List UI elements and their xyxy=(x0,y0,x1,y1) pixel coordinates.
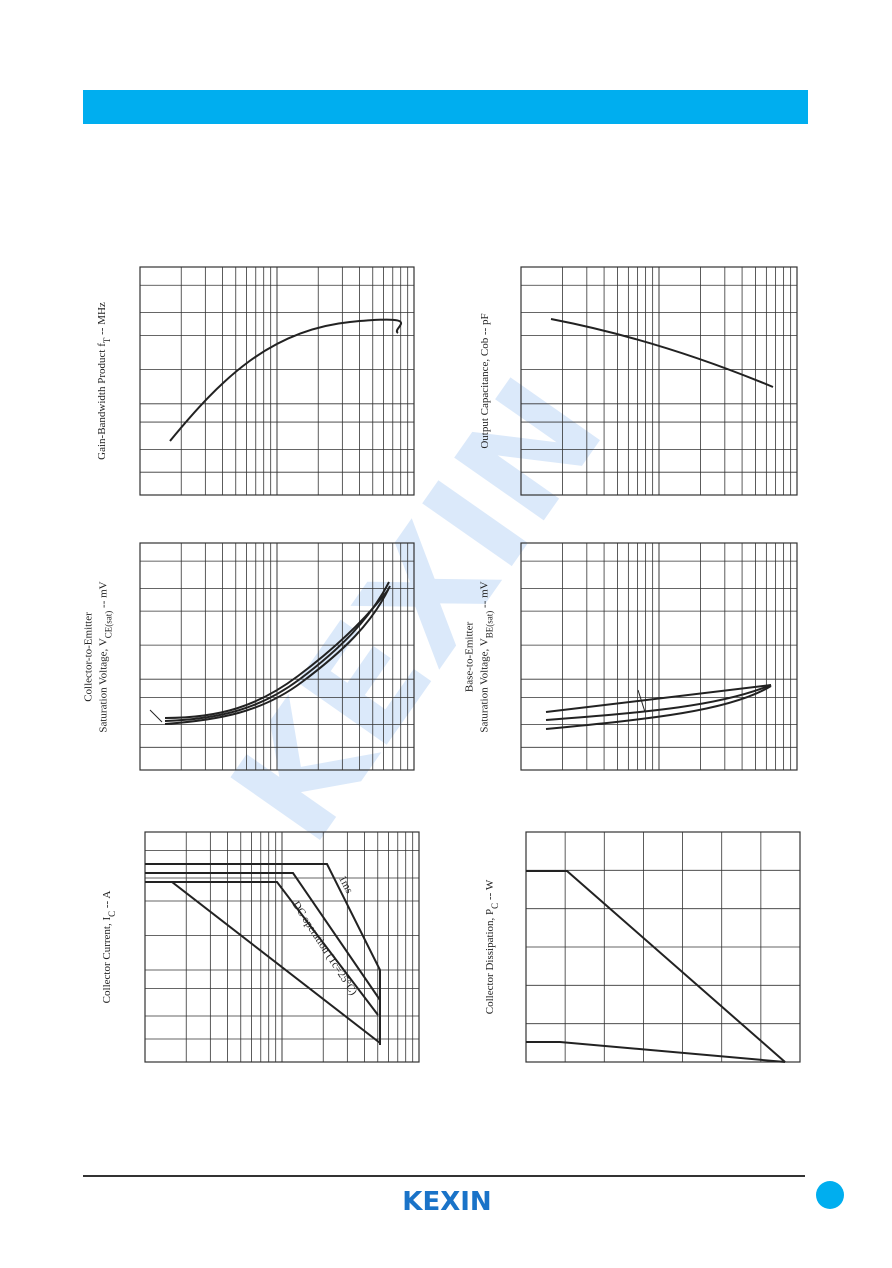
label-text: Collector Dissipation, P xyxy=(484,909,496,1014)
label-text: Output Capacitance, Cob -- pF xyxy=(479,313,491,448)
y-axis-label: Base-to-Emitter xyxy=(464,622,476,693)
y-axis-label: Output Capacitance, Cob -- pF xyxy=(479,313,491,448)
y-axis-label: Gain-Bandwidth Product fT -- MHz xyxy=(96,302,112,460)
grids xyxy=(139,266,801,1063)
curves xyxy=(145,318,786,1063)
y-axis-label: Collector-to-Emitter xyxy=(83,612,95,702)
annotation: 1ms xyxy=(336,874,355,896)
label-tail: -- mV xyxy=(98,581,110,610)
label-sub: C xyxy=(490,903,500,909)
header-bar xyxy=(83,90,808,124)
curve xyxy=(526,870,786,1063)
curve xyxy=(145,872,381,1001)
label-text: Saturation Voltage, V xyxy=(98,638,110,732)
annotation: DC operation (Tc=25°C) xyxy=(290,899,360,998)
arrow xyxy=(637,689,646,713)
curve xyxy=(526,1041,786,1063)
label-text: Collector Current, I xyxy=(101,917,113,1004)
curve xyxy=(164,589,389,719)
label-tail: -- A xyxy=(101,891,113,911)
curve xyxy=(545,685,772,730)
page-badge xyxy=(816,1181,844,1209)
curve xyxy=(171,881,381,1044)
y-axis-label: Collector Dissipation, PC -- W xyxy=(484,879,500,1014)
curve xyxy=(169,318,402,442)
label-tail: -- W xyxy=(484,879,496,903)
label-sub: CE(sat) xyxy=(104,611,114,639)
curve xyxy=(164,585,391,725)
curve xyxy=(145,863,381,1045)
label-tail: -- mV xyxy=(479,581,491,610)
label-sub: T xyxy=(102,337,112,343)
label-text: Collector-to-Emitter xyxy=(83,612,95,702)
footer-logo: KEXIN xyxy=(402,1187,491,1217)
label-text: Saturation Voltage, V xyxy=(479,638,491,732)
label-sub: BE(sat) xyxy=(485,611,495,639)
y-axis-label: Saturation Voltage, VBE(sat) -- mV xyxy=(479,581,495,732)
label-text: Base-to-Emitter xyxy=(464,622,476,693)
curve xyxy=(545,684,772,721)
y-axis-label: Saturation Voltage, VCE(sat) -- mV xyxy=(98,581,114,732)
label-text: Gain-Bandwidth Product f xyxy=(96,343,108,460)
curve xyxy=(145,881,379,1016)
y-axis-label: Collector Current, IC -- A xyxy=(101,891,117,1004)
label-sub: C xyxy=(107,911,117,917)
arrow xyxy=(149,709,163,723)
curve xyxy=(545,684,772,713)
label-tail: -- MHz xyxy=(96,302,108,338)
curve xyxy=(550,318,774,388)
